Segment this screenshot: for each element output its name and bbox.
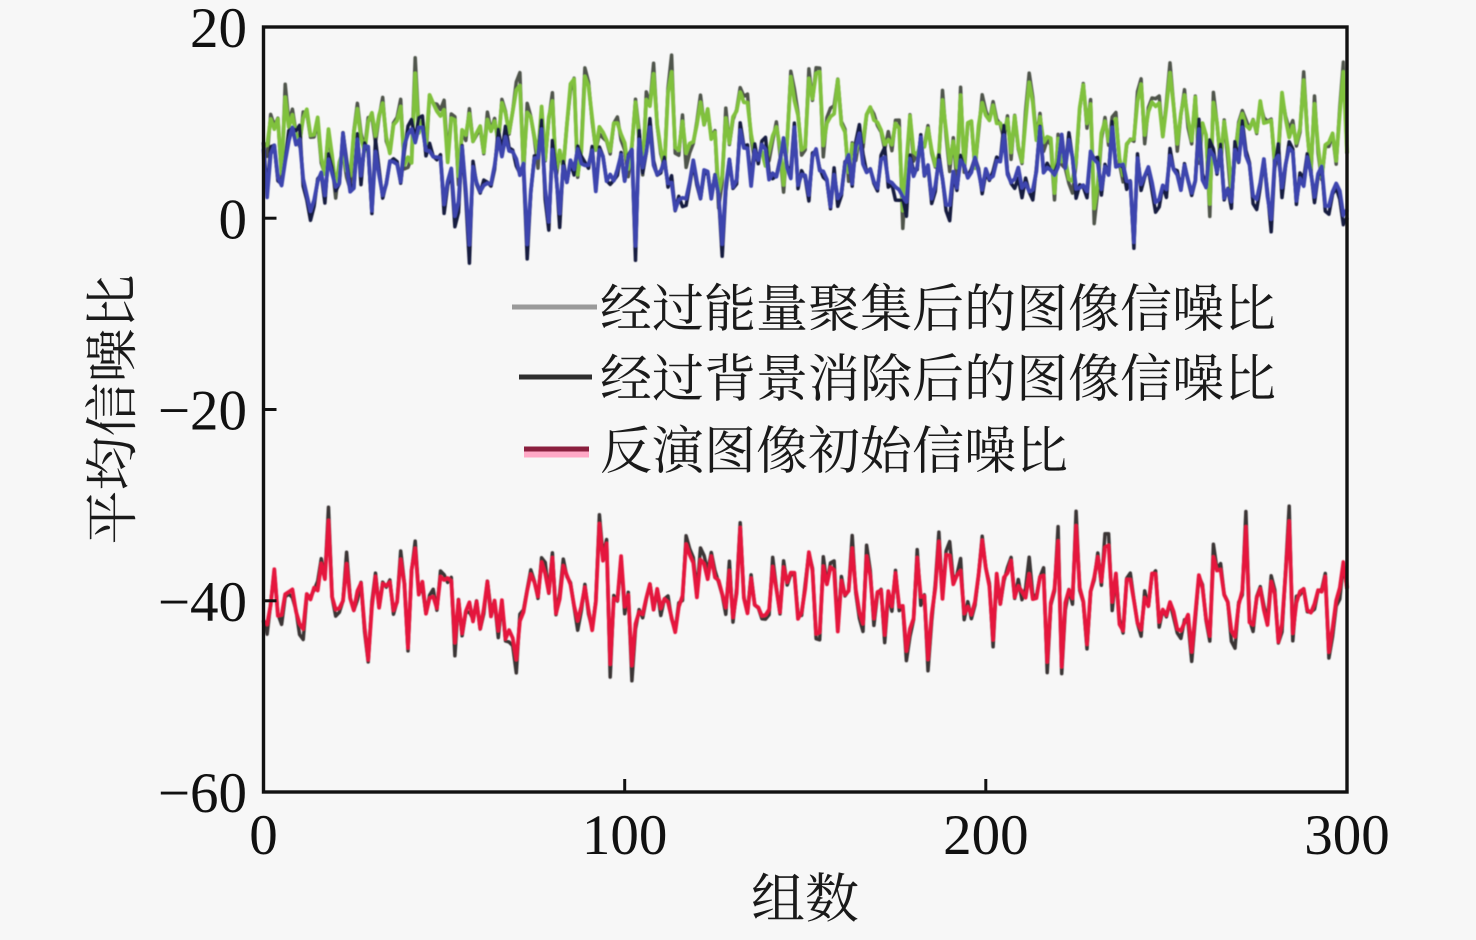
svg-text:200: 200 (943, 804, 1029, 867)
svg-text:300: 300 (1304, 804, 1390, 867)
svg-text:20: 20 (190, 0, 247, 60)
svg-text:−40: −40 (158, 571, 247, 634)
svg-text:0: 0 (219, 188, 248, 251)
svg-text:0: 0 (249, 804, 278, 867)
svg-text:−20: −20 (158, 380, 247, 443)
svg-text:−60: −60 (158, 762, 247, 825)
svg-text:100: 100 (582, 804, 668, 867)
